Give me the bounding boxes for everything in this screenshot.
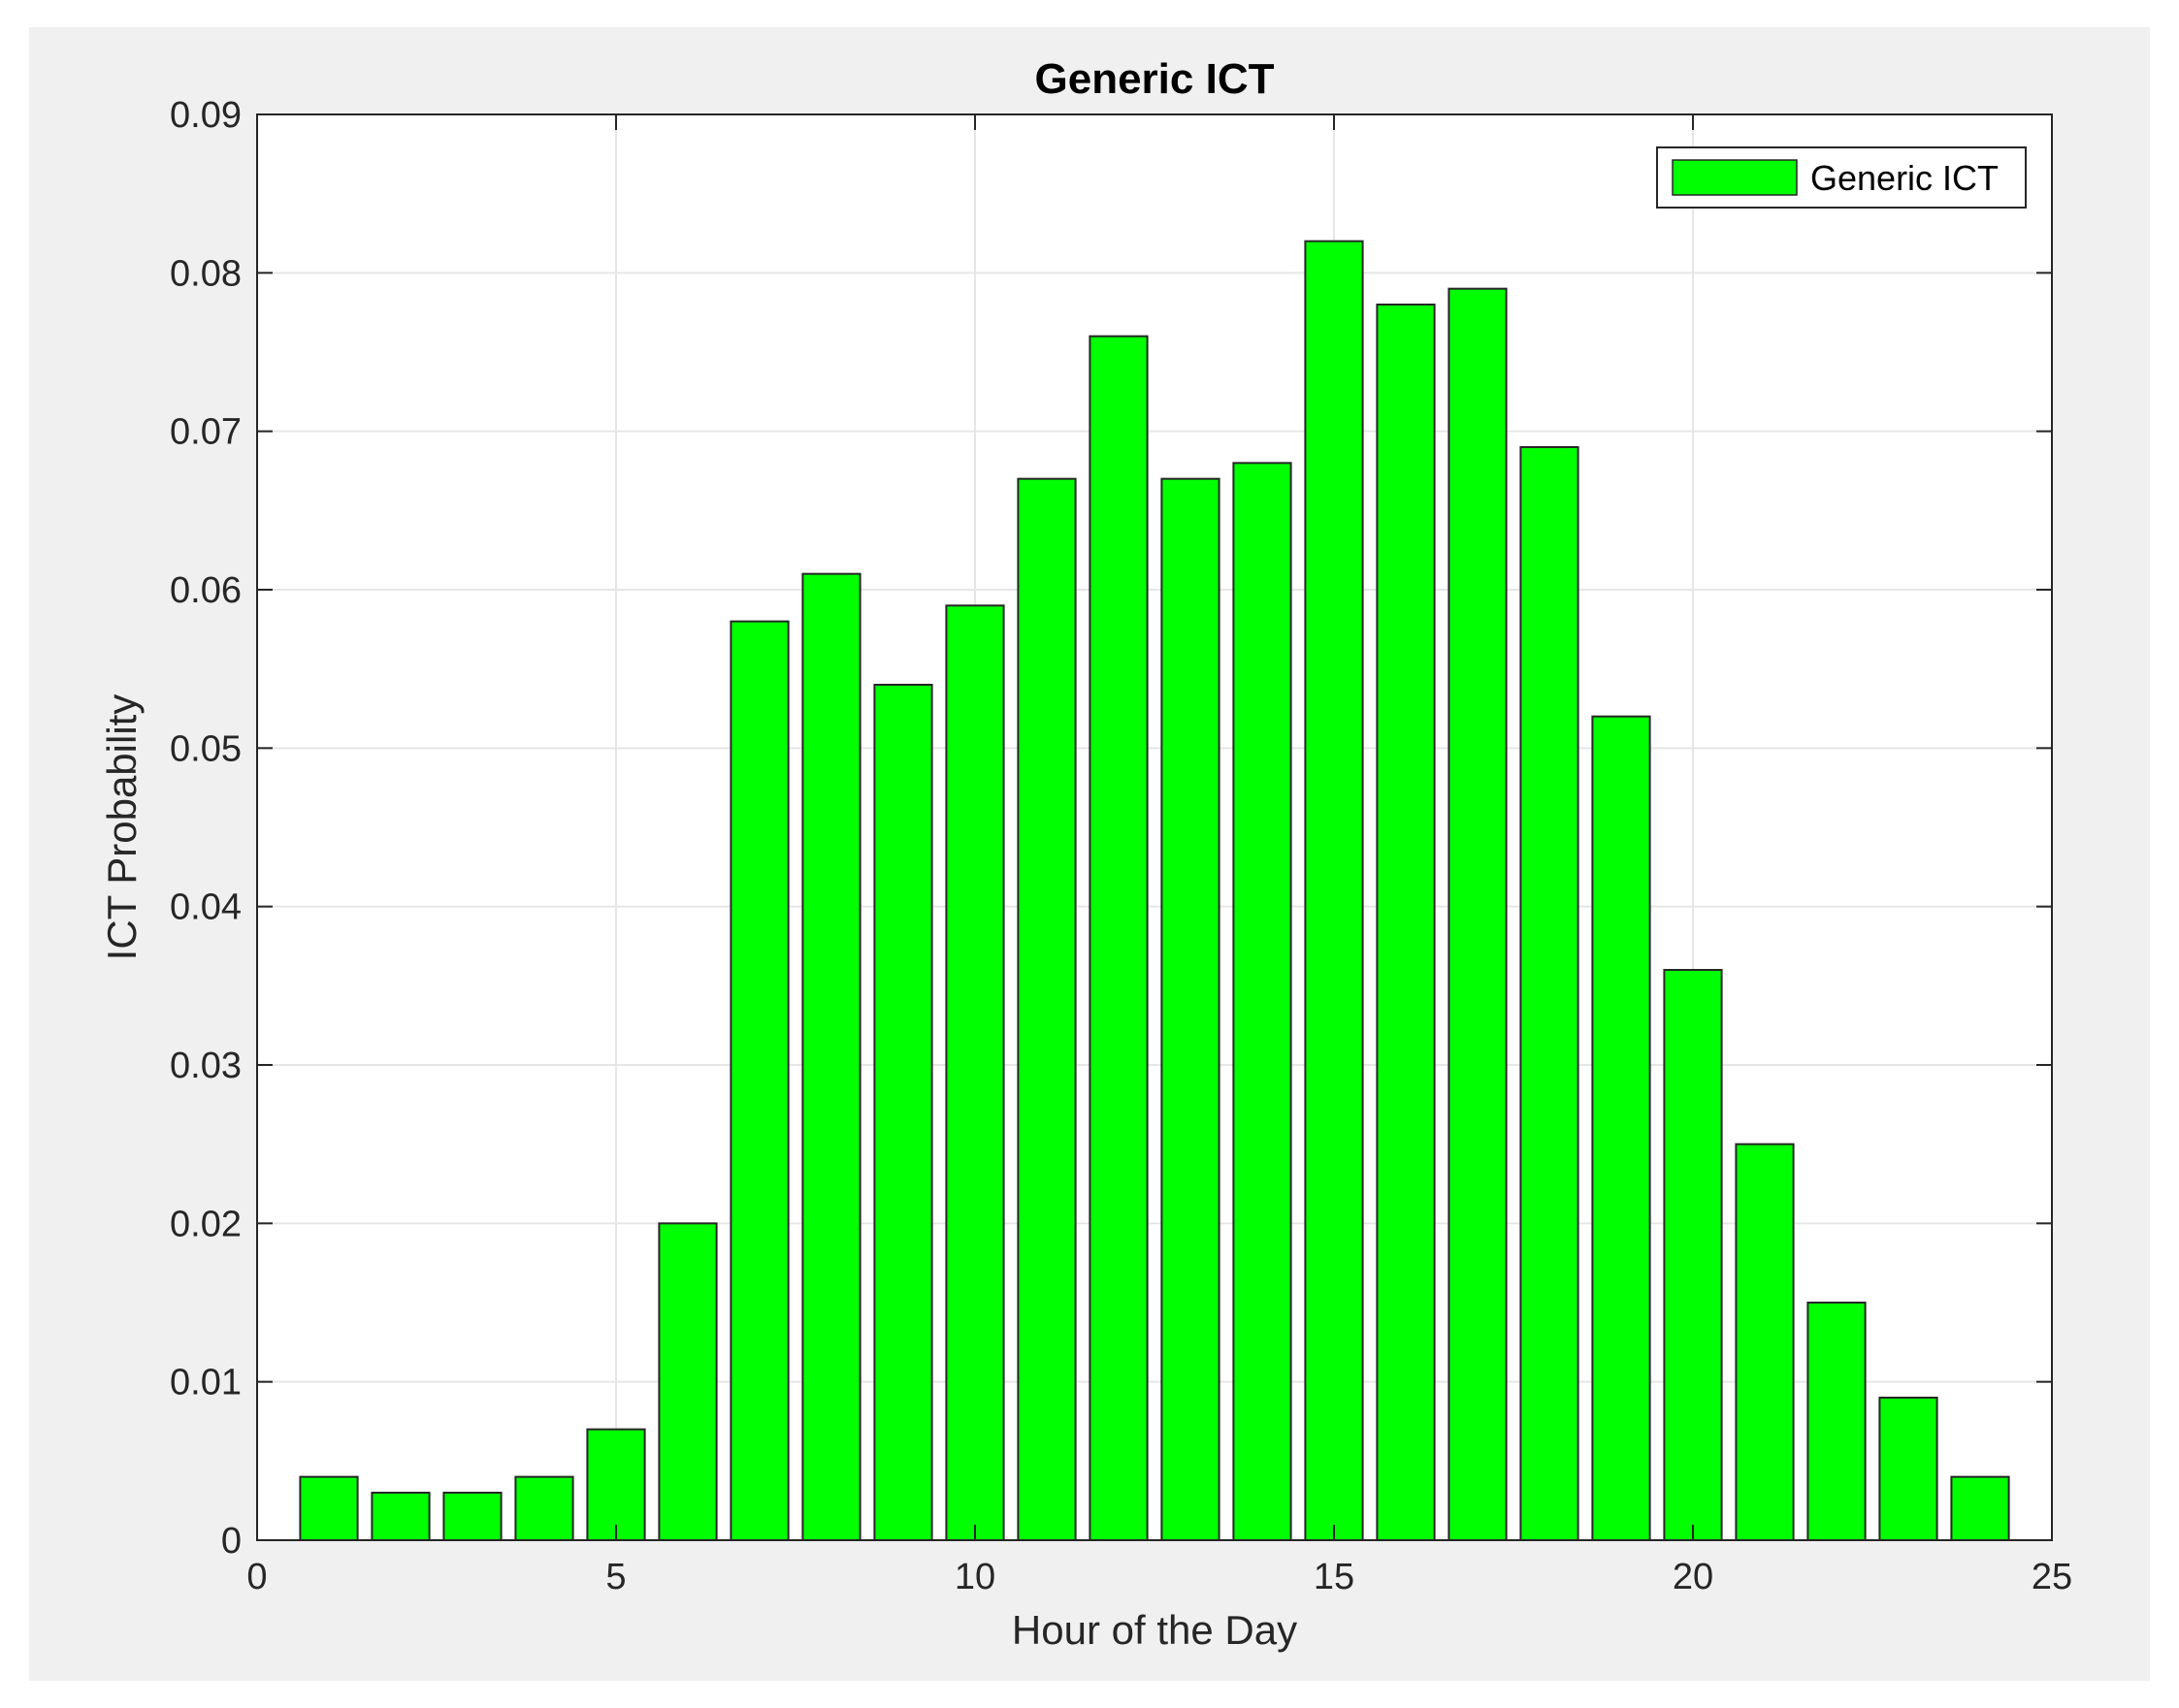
y-tick-label: 0.07	[170, 412, 242, 453]
bar-hour-5	[586, 1428, 646, 1541]
bar-hour-3	[442, 1492, 503, 1541]
legend: Generic ICT	[1656, 146, 2027, 209]
axes-frame	[256, 113, 2053, 1541]
y-tick-label: 0.08	[170, 253, 242, 294]
bar-hour-6	[658, 1222, 718, 1542]
bar-hour-14	[1232, 462, 1292, 1541]
axis-ticks	[256, 113, 2053, 1541]
bar-hour-23	[1878, 1397, 1938, 1541]
bar-hour-11	[1017, 477, 1077, 1542]
x-tick-label: 15	[1314, 1557, 1354, 1597]
bar-hour-10	[945, 604, 1005, 1541]
bars	[299, 240, 2010, 1542]
legend-swatch	[1672, 159, 1798, 196]
bar-hour-21	[1735, 1143, 1795, 1541]
y-tick-label: 0.06	[170, 570, 242, 611]
bar-hour-4	[514, 1475, 574, 1541]
bar-hour-1	[299, 1475, 359, 1541]
y-tick-labels: 0 0.01 0.02 0.03 0.04 0.05 0.06 0.07 0.08 0.09	[170, 95, 242, 1562]
bar-hour-17	[1447, 287, 1508, 1542]
bar-hour-12	[1089, 335, 1149, 1542]
bar-hour-20	[1663, 969, 1723, 1541]
x-tick-label: 20	[1673, 1557, 1713, 1597]
y-tick-label: 0.03	[170, 1046, 242, 1086]
y-axis-label: ICT Probability	[99, 694, 145, 961]
x-tick-label: 10	[955, 1557, 995, 1597]
bar-hour-13	[1160, 477, 1220, 1542]
y-tick-label: 0.09	[170, 95, 242, 136]
x-tick-label: 0	[246, 1557, 267, 1597]
y-tick-label: 0	[221, 1521, 242, 1562]
y-tick-label: 0.02	[170, 1204, 242, 1244]
y-tick-label: 0.01	[170, 1363, 242, 1403]
bar-hour-2	[371, 1492, 431, 1541]
bar-hour-19	[1591, 715, 1651, 1541]
bar-hour-7	[730, 620, 790, 1541]
bar-hour-18	[1519, 446, 1579, 1541]
bar-hour-8	[801, 572, 862, 1541]
x-tick-label: 5	[605, 1557, 626, 1597]
bar-hour-16	[1376, 304, 1436, 1541]
bar-hour-22	[1806, 1302, 1867, 1541]
x-tick-labels: 0 5 10 15 20 25	[246, 1557, 2072, 1597]
bar-hour-24	[1950, 1475, 2010, 1541]
x-tick-label: 25	[2032, 1557, 2072, 1597]
bar-hour-9	[873, 684, 933, 1541]
bar-hour-15	[1304, 240, 1364, 1542]
y-tick-label: 0.05	[170, 728, 242, 769]
chart-title: Generic ICT	[1035, 55, 1275, 103]
x-axis-label: Hour of the Day	[1012, 1607, 1297, 1653]
y-tick-label: 0.04	[170, 887, 242, 928]
grid-lines	[257, 114, 2052, 1540]
legend-label: Generic ICT	[1810, 158, 1999, 198]
